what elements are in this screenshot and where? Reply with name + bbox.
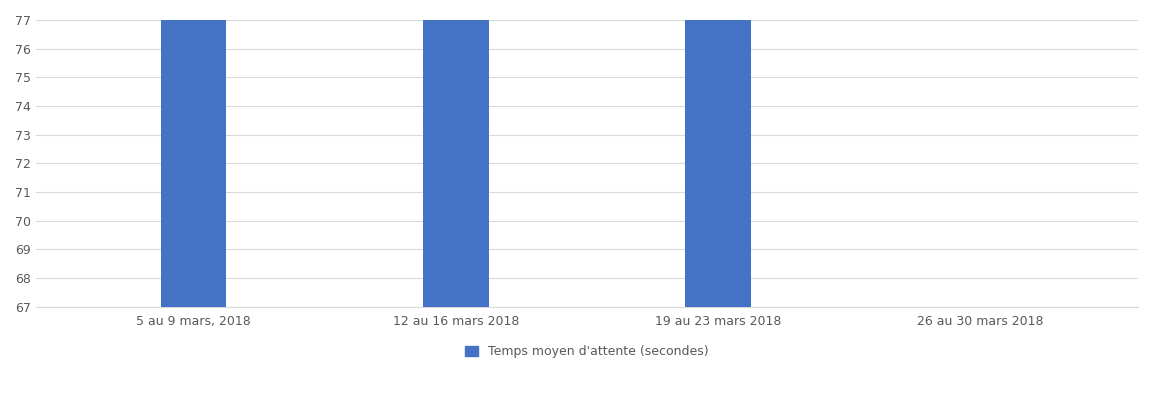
Legend: Temps moyen d'attente (secondes): Temps moyen d'attente (secondes): [460, 340, 714, 363]
Bar: [685, 0, 751, 307]
Bar: [160, 0, 226, 307]
Bar: [423, 0, 489, 307]
